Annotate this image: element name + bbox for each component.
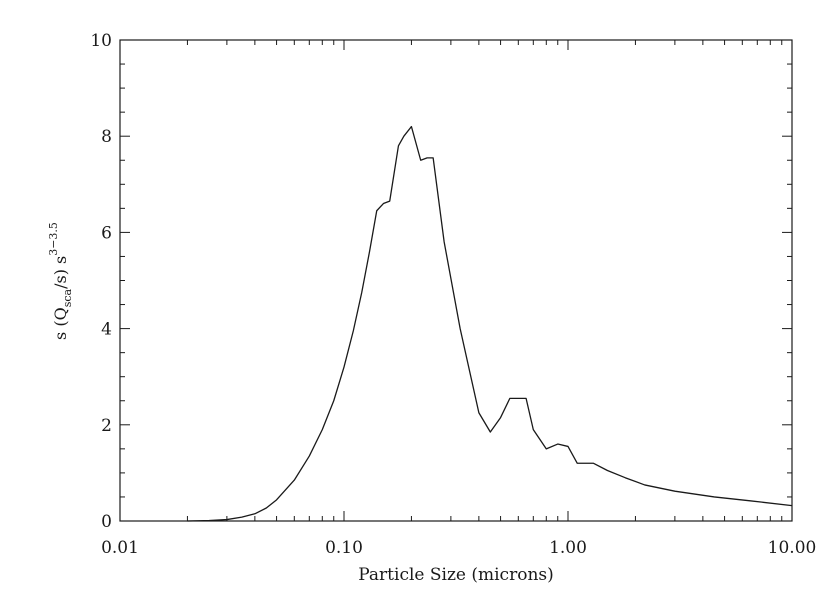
series-line [187, 125, 793, 522]
x-tick-label: 1.00 [549, 538, 587, 558]
y-axis-label-subscript: sca [61, 288, 74, 307]
y-axis-label-prefix: s (Q [51, 307, 70, 340]
y-axis-label: s (Qsca/s) s3−3.5 [47, 222, 74, 340]
x-tick-label: 0.10 [325, 538, 363, 558]
x-axis-label: Particle Size (microns) [358, 565, 554, 585]
x-tick-label: 0.01 [101, 538, 139, 558]
y-tick-label: 4 [101, 320, 112, 340]
axis-tick-labels: 0.01 0.10 1.00 10.00 0 2 4 6 8 10 [90, 31, 816, 558]
y-tick-label: 10 [90, 31, 112, 51]
axis-ticks [119, 39, 793, 522]
y-axis-label-superscript: 3−3.5 [47, 222, 60, 256]
y-axis-label-middle: /s) s [51, 256, 70, 289]
x-tick-label: 10.00 [768, 538, 817, 558]
y-tick-label: 8 [101, 127, 112, 147]
y-tick-label: 6 [101, 223, 112, 243]
y-tick-label: 2 [101, 416, 112, 436]
y-tick-label: 0 [101, 512, 112, 532]
plot-frame [119, 39, 793, 522]
